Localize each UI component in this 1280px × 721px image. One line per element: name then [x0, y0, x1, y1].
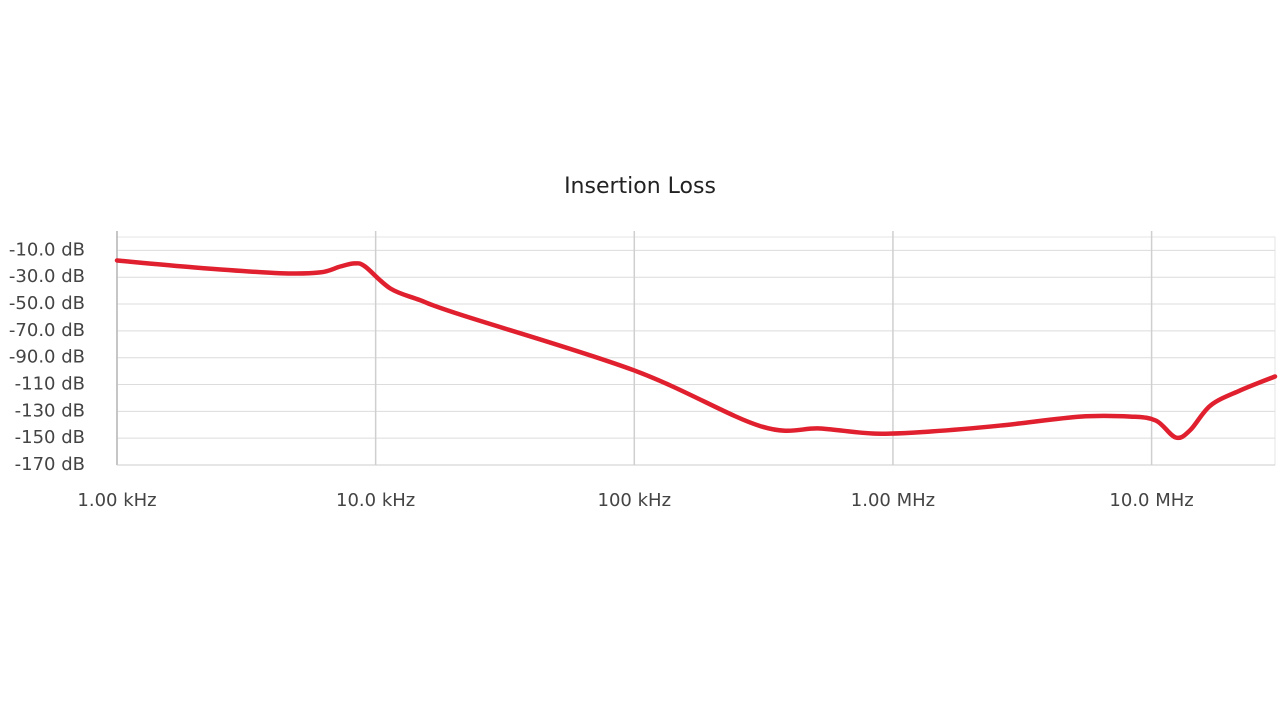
plot-area	[116, 236, 1276, 466]
data-line	[114, 258, 1278, 441]
y-tick-label: -130 dB	[15, 400, 85, 421]
x-tick-label: 10.0 kHz	[336, 490, 415, 511]
chart-title: Insertion Loss	[564, 174, 716, 199]
y-tick-label: -150 dB	[15, 427, 85, 448]
y-tick-label: -170 dB	[15, 454, 85, 475]
x-tick-label: 10.0 MHz	[1109, 490, 1193, 511]
x-tick-label: 1.00 kHz	[77, 490, 156, 511]
x-tick-label: 100 kHz	[598, 490, 672, 511]
y-tick-label: -110 dB	[15, 374, 85, 395]
x-tick-label: 1.00 MHz	[851, 490, 935, 511]
y-tick-label: -30.0 dB	[9, 266, 85, 287]
y-tick-label: -10.0 dB	[9, 239, 85, 260]
y-tick-label: -50.0 dB	[9, 293, 85, 314]
y-tick-label: -90.0 dB	[9, 347, 85, 368]
y-tick-label: -70.0 dB	[9, 320, 85, 341]
